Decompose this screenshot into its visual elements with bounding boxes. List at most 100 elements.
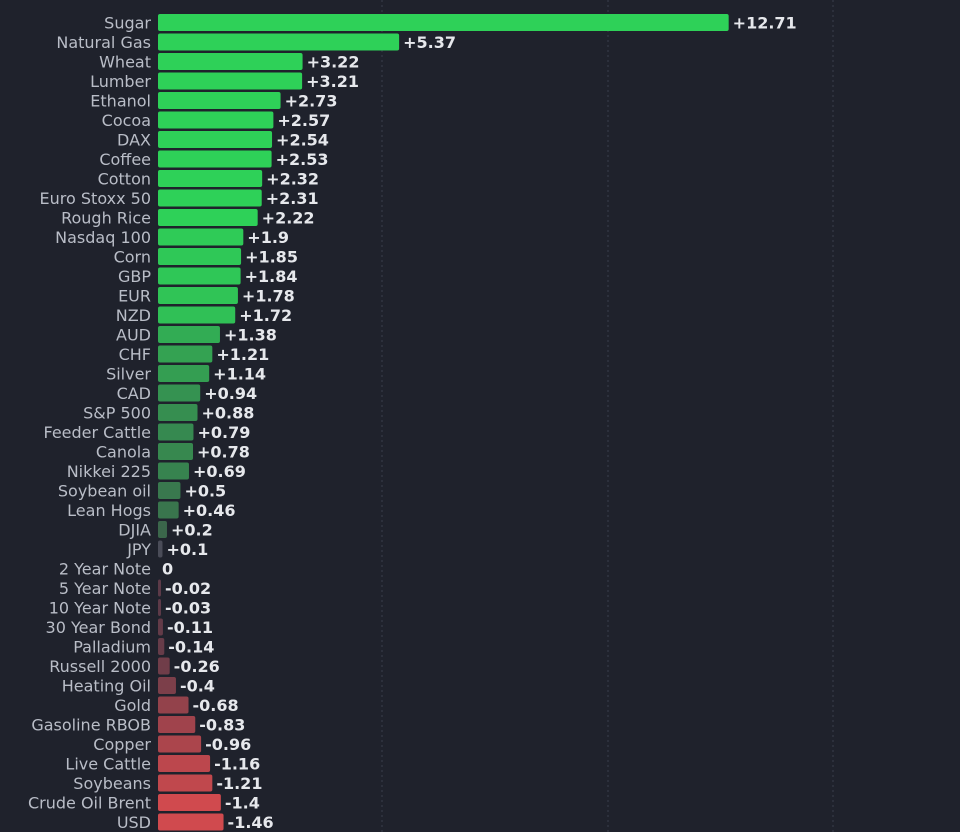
grid-lines: [381, 0, 834, 832]
bar-usd[interactable]: [158, 813, 224, 831]
bar-heating-oil[interactable]: [158, 677, 176, 694]
bar-soybeans[interactable]: [158, 774, 213, 792]
category-label-ethanol: Ethanol: [90, 92, 151, 111]
category-label-soybean-oil: Soybean oil: [58, 482, 151, 501]
value-label-heating-oil: -0.4: [180, 677, 215, 696]
category-label-rough-rice: Rough Rice: [61, 209, 151, 228]
category-label-live-cattle: Live Cattle: [65, 755, 151, 774]
value-label-usd: -1.46: [228, 813, 274, 832]
bar-chf[interactable]: [158, 345, 213, 363]
bar-30-year-bond[interactable]: [158, 618, 163, 636]
category-label-lumber: Lumber: [90, 72, 151, 91]
category-label-djia: DJIA: [118, 521, 151, 540]
value-label-euro-stoxx-50: +2.31: [266, 189, 319, 208]
bar-soybean-oil[interactable]: [158, 482, 181, 499]
category-label-gasoline-rbob: Gasoline RBOB: [31, 716, 151, 735]
category-label-cotton: Cotton: [98, 170, 151, 189]
bar-crude-oil-brent[interactable]: [158, 794, 221, 811]
value-label-feeder-cattle: +0.79: [197, 423, 250, 442]
value-label-djia: +0.2: [171, 521, 213, 540]
bar-euro-stoxx-50[interactable]: [158, 189, 262, 207]
bar-nikkei-225[interactable]: [158, 462, 189, 480]
value-label-soybean-oil: +0.5: [184, 482, 226, 501]
bar-lumber[interactable]: [158, 72, 303, 90]
bar-lean-hogs[interactable]: [158, 501, 179, 519]
value-labels: +12.71 +5.37 +3.22+3.21+2.73+2.57+2.54+2.5…: [162, 14, 797, 832]
value-label-cad: +0.94: [204, 384, 257, 403]
bar-cocoa[interactable]: [158, 111, 274, 129]
bar-live-cattle[interactable]: [158, 755, 211, 772]
category-label-sugar: Sugar: [104, 14, 151, 33]
value-label-dax: +2.54: [276, 131, 329, 150]
category-label-silver: Silver: [106, 365, 151, 384]
bar-10-year-note[interactable]: [158, 599, 161, 616]
value-label-aud: +1.38: [224, 326, 277, 345]
category-label-5-year-note: 5 Year Note: [59, 579, 151, 598]
value-label-crude-oil-brent: -1.4: [225, 794, 260, 813]
value-label-canola: +0.78: [197, 443, 250, 462]
bar-coffee[interactable]: [158, 150, 272, 168]
bar-jpy[interactable]: [158, 540, 163, 558]
value-label-10-year-note: -0.03: [165, 599, 211, 618]
bar-canola[interactable]: [158, 443, 194, 460]
bar-dax[interactable]: [158, 131, 273, 148]
category-label-soybeans: Soybeans: [73, 774, 151, 793]
bar-palladium[interactable]: [158, 638, 165, 655]
bar-5-year-note[interactable]: [158, 579, 161, 597]
bar-feeder-cattle[interactable]: [158, 423, 194, 441]
bar-russell-2000[interactable]: [158, 657, 170, 675]
value-label-jpy: +0.1: [166, 540, 208, 559]
bar-cad[interactable]: [158, 384, 201, 402]
bar-corn[interactable]: [158, 248, 242, 265]
category-label-dax: DAX: [117, 131, 151, 150]
value-label-nzd: +1.72: [239, 306, 292, 325]
category-label-jpy: JPY: [126, 540, 151, 559]
value-label-soybeans: -1.21: [216, 774, 262, 793]
bar-silver[interactable]: [158, 365, 210, 382]
category-label-crude-oil-brent: Crude Oil Brent: [28, 794, 151, 813]
value-label-coffee: +2.53: [276, 150, 329, 169]
value-label-silver: +1.14: [213, 365, 266, 384]
value-label-corn: +1.85: [245, 248, 298, 267]
value-label-copper: -0.96: [205, 735, 251, 754]
value-label-gasoline-rbob: -0.83: [199, 716, 245, 735]
bar-aud[interactable]: [158, 326, 220, 343]
bar-nzd[interactable]: [158, 306, 236, 324]
bar-natural-gas[interactable]: [158, 33, 400, 51]
value-label-nikkei-225: +0.69: [193, 462, 246, 481]
value-label-russell-2000: -0.26: [174, 657, 220, 676]
bar-gbp[interactable]: [158, 267, 241, 285]
value-label-ethanol: +2.73: [285, 92, 338, 111]
value-label-palladium: -0.14: [168, 638, 214, 657]
category-label-aud: AUD: [116, 326, 151, 345]
category-label-gold: Gold: [114, 696, 151, 715]
bar-wheat[interactable]: [158, 53, 303, 70]
category-label-10-year-note: 10 Year Note: [49, 599, 151, 618]
bar-sugar[interactable]: [158, 14, 729, 31]
category-label-copper: Copper: [93, 735, 151, 754]
bar-s-p-500[interactable]: [158, 404, 198, 421]
value-label-gold: -0.68: [193, 696, 239, 715]
bar-eur[interactable]: [158, 287, 238, 304]
bar-djia[interactable]: [158, 521, 167, 538]
category-label-coffee: Coffee: [99, 150, 151, 169]
value-label-sugar: +12.71: [733, 14, 797, 33]
category-label-s-p-500: S&P 500: [83, 404, 151, 423]
bar-copper[interactable]: [158, 735, 202, 753]
bar-gasoline-rbob[interactable]: [158, 716, 196, 733]
value-label-cotton: +2.32: [266, 170, 319, 189]
category-label-euro-stoxx-50: Euro Stoxx 50: [40, 189, 151, 208]
bar-rough-rice[interactable]: [158, 209, 258, 226]
value-label-wheat: +3.22: [307, 53, 360, 72]
bar-nasdaq-100[interactable]: [158, 228, 244, 246]
bars: [158, 14, 729, 831]
value-label-lumber: +3.21: [306, 72, 359, 91]
value-label-chf: +1.21: [216, 345, 269, 364]
bar-cotton[interactable]: [158, 170, 263, 187]
category-label-nasdaq-100: Nasdaq 100: [55, 228, 151, 247]
bar-gold[interactable]: [158, 696, 189, 714]
category-label-cad: CAD: [117, 384, 151, 403]
value-label-5-year-note: -0.02: [165, 579, 211, 598]
bar-ethanol[interactable]: [158, 92, 281, 109]
